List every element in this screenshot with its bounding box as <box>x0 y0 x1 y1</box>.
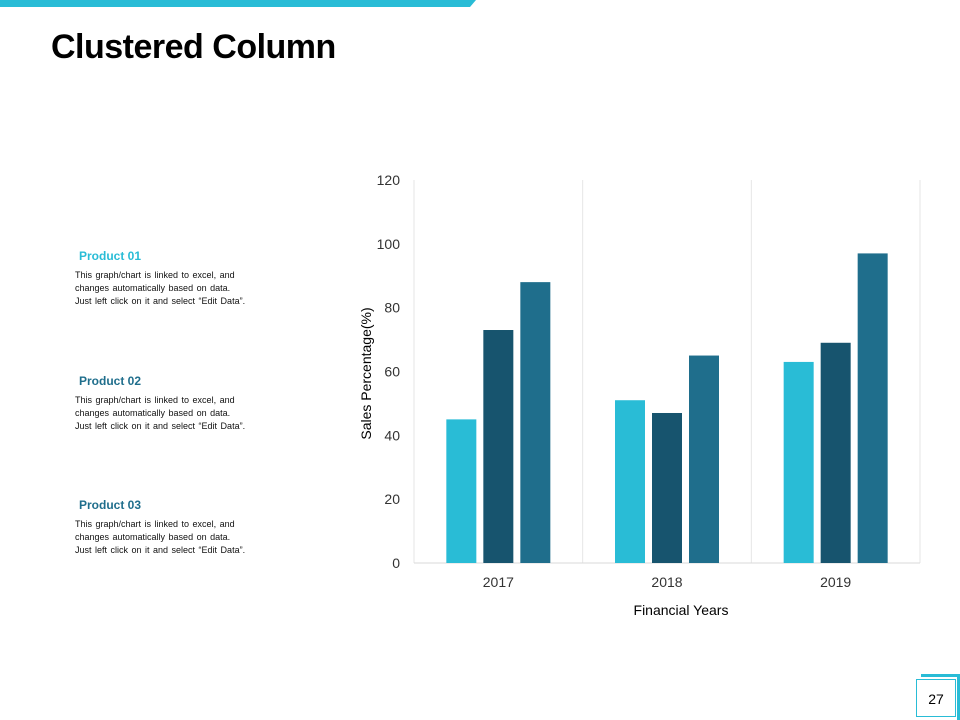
product-description: This graph/chart is linked to excel, and… <box>75 270 246 306</box>
page-number-accent <box>921 674 960 677</box>
bar-product-01-2018 <box>615 400 645 563</box>
page-title: Clustered Column <box>51 28 336 66</box>
y-tick-label: 80 <box>384 300 400 316</box>
y-axis-title: Sales Percentage(%) <box>358 307 374 439</box>
page-number: 27 <box>916 679 956 717</box>
y-tick-label: 0 <box>392 555 400 571</box>
bar-product-02-2017 <box>483 330 514 563</box>
product-description: This graph/chart is linked to excel, and… <box>75 519 246 555</box>
bar-product-03-2017 <box>520 282 551 563</box>
product-block-2: Product 02 This graph/chart is linked to… <box>75 374 295 433</box>
bar-product-03-2018 <box>689 355 719 563</box>
top-accent-bar <box>0 0 476 7</box>
page-number-accent <box>957 674 960 720</box>
y-tick-label: 60 <box>384 364 400 380</box>
bar-product-02-2019 <box>820 342 851 563</box>
product-block-1: Product 01 This graph/chart is linked to… <box>75 249 295 308</box>
y-tick-label: 120 <box>377 172 401 188</box>
y-tick-label: 20 <box>384 491 400 507</box>
product-title: Product 03 <box>79 498 142 512</box>
x-tick-label: 2017 <box>483 574 514 590</box>
bar-product-01-2017 <box>446 419 477 563</box>
x-tick-label: 2019 <box>820 574 851 590</box>
bar-product-03-2019 <box>857 253 888 564</box>
product-title: Product 01 <box>79 249 142 263</box>
product-title: Product 02 <box>79 374 142 388</box>
product-block-3: Product 03 This graph/chart is linked to… <box>75 498 295 557</box>
y-tick-label: 100 <box>377 236 401 252</box>
bar-product-01-2019 <box>783 361 814 563</box>
product-description: This graph/chart is linked to excel, and… <box>75 395 246 431</box>
bar-product-02-2018 <box>652 412 682 563</box>
y-tick-label: 40 <box>384 427 400 443</box>
x-tick-label: 2018 <box>651 574 682 590</box>
x-axis-title: Financial Years <box>634 602 729 618</box>
